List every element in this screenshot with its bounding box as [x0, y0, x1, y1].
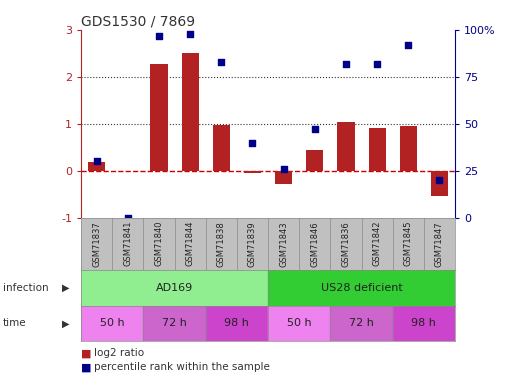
Bar	[81, 270, 268, 306]
Bar	[206, 306, 268, 341]
Text: 72 h: 72 h	[349, 318, 374, 328]
Bar	[151, 64, 167, 171]
Point	[155, 33, 163, 39]
Text: log2 ratio: log2 ratio	[94, 348, 144, 358]
Bar	[268, 306, 331, 341]
Text: GSM71838: GSM71838	[217, 221, 226, 267]
Text: 50 h: 50 h	[287, 318, 312, 328]
Point	[342, 61, 350, 67]
Bar	[213, 125, 230, 171]
Point	[217, 59, 225, 65]
Text: ▶: ▶	[62, 283, 69, 293]
Bar	[244, 171, 261, 173]
Point	[186, 31, 195, 37]
Bar	[181, 53, 199, 171]
Point	[279, 166, 288, 172]
Point	[123, 214, 132, 220]
Text: GSM71847: GSM71847	[435, 221, 444, 267]
Text: AD169: AD169	[156, 283, 193, 293]
Bar	[275, 171, 292, 184]
Bar	[306, 150, 323, 171]
Text: GDS1530 / 7869: GDS1530 / 7869	[81, 15, 195, 29]
Text: 98 h: 98 h	[224, 318, 249, 328]
Point	[435, 177, 444, 183]
Text: GSM71846: GSM71846	[310, 221, 319, 267]
Point	[93, 158, 101, 164]
Text: GSM71845: GSM71845	[404, 221, 413, 267]
Bar	[400, 126, 417, 171]
Point	[404, 42, 413, 48]
Bar	[331, 306, 393, 341]
Bar	[369, 128, 385, 171]
Text: percentile rank within the sample: percentile rank within the sample	[94, 363, 270, 372]
Text: GSM71844: GSM71844	[186, 221, 195, 267]
Bar	[88, 162, 105, 171]
Bar	[393, 306, 455, 341]
Text: ■: ■	[81, 348, 92, 358]
Text: 98 h: 98 h	[412, 318, 436, 328]
Text: GSM71837: GSM71837	[92, 221, 101, 267]
Text: 72 h: 72 h	[162, 318, 187, 328]
Bar	[268, 270, 455, 306]
Text: GSM71841: GSM71841	[123, 221, 132, 267]
Bar	[337, 122, 355, 171]
Text: US28 deficient: US28 deficient	[321, 283, 402, 293]
Text: time: time	[3, 318, 26, 328]
Text: 50 h: 50 h	[100, 318, 124, 328]
Bar	[431, 171, 448, 196]
Text: ▶: ▶	[62, 318, 69, 328]
Text: infection: infection	[3, 283, 48, 293]
Bar	[81, 306, 143, 341]
Text: GSM71842: GSM71842	[372, 221, 382, 267]
Text: GSM71843: GSM71843	[279, 221, 288, 267]
Point	[373, 61, 381, 67]
Point	[248, 140, 257, 146]
Bar	[143, 306, 206, 341]
Text: GSM71840: GSM71840	[154, 221, 164, 267]
Text: ■: ■	[81, 363, 92, 372]
Text: GSM71836: GSM71836	[342, 221, 350, 267]
Point	[311, 126, 319, 132]
Text: GSM71839: GSM71839	[248, 221, 257, 267]
